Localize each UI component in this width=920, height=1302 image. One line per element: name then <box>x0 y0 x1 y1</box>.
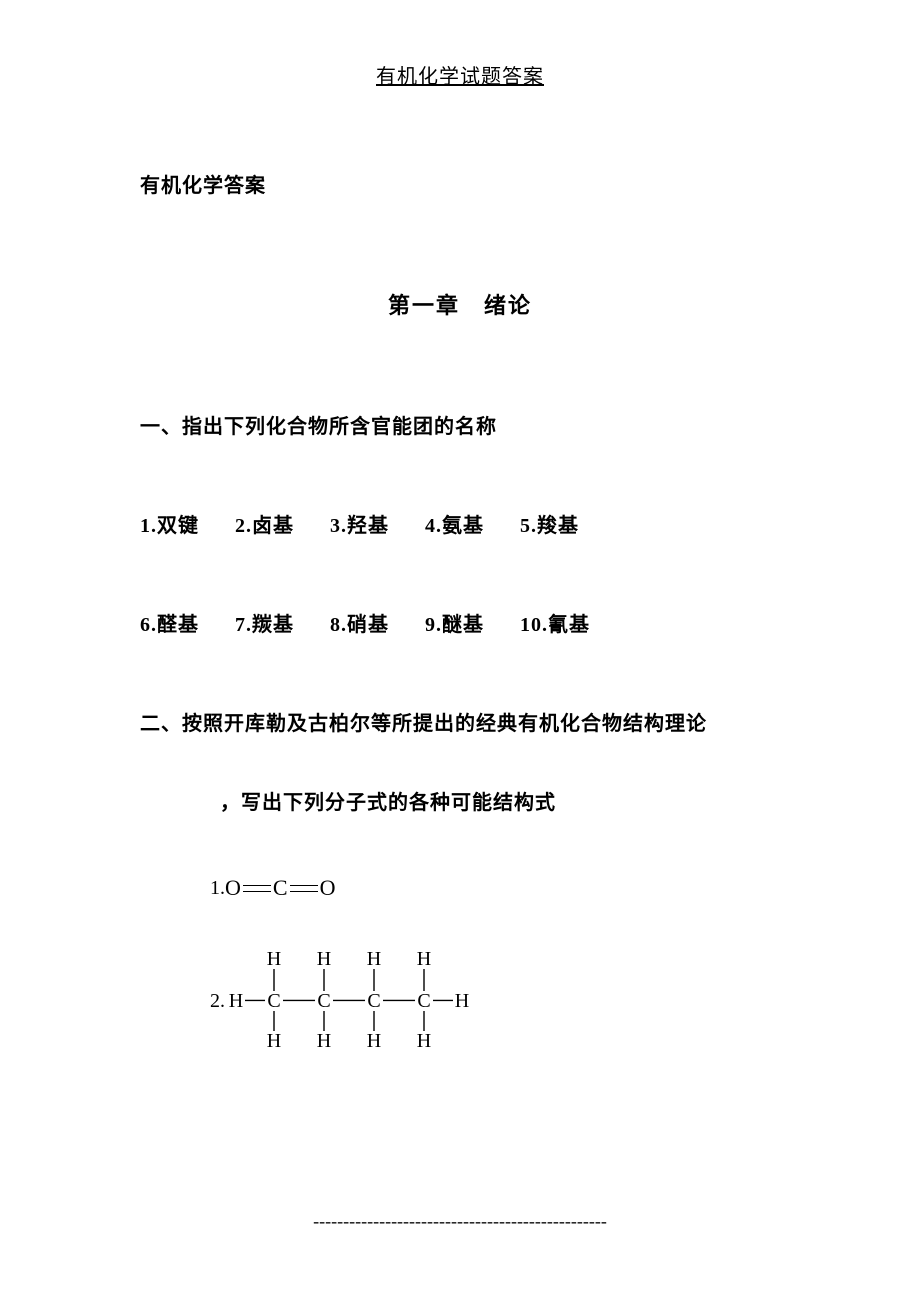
answer-item: 7.羰基 <box>235 608 294 637</box>
answer-item: 6.醛基 <box>140 608 199 637</box>
formula-butane: 2. HHHHHCCCCHHHHH <box>210 951 780 1051</box>
formula-number: 1. <box>210 877 225 900</box>
formula-co2: 1. O C O <box>210 875 780 901</box>
chapter-title: 第一章 绪论 <box>140 288 780 320</box>
answer-item: 5.羧基 <box>520 509 579 538</box>
svg-text:H: H <box>267 1030 281 1051</box>
answer-item: 8.硝基 <box>330 608 389 637</box>
answer-item: 10.氰基 <box>520 608 590 637</box>
svg-text:H: H <box>367 1030 381 1051</box>
svg-text:H: H <box>229 990 243 1012</box>
answer-row-1: 1.双键 2.卤基 3.羟基 4.氨基 5.羧基 <box>140 509 780 538</box>
svg-text:C: C <box>367 990 380 1012</box>
atom-o: O <box>225 875 241 901</box>
svg-text:H: H <box>417 951 431 970</box>
answer-item: 3.羟基 <box>330 509 389 538</box>
answer-item: 2.卤基 <box>235 509 294 538</box>
section-2-title: 二、按照开库勒及古柏尔等所提出的经典有机化合物结构理论 <box>140 707 780 736</box>
svg-text:C: C <box>417 990 430 1012</box>
svg-text:H: H <box>455 990 469 1012</box>
answer-item: 1.双键 <box>140 509 199 538</box>
svg-text:C: C <box>267 990 280 1012</box>
svg-text:H: H <box>267 951 281 970</box>
svg-text:H: H <box>317 951 331 970</box>
answer-item: 9.醚基 <box>425 608 484 637</box>
double-bond-icon <box>290 885 318 892</box>
section-1-title: 一、指出下列化合物所含官能团的名称 <box>140 410 780 439</box>
atom-c: C <box>273 875 288 901</box>
svg-text:C: C <box>317 990 330 1012</box>
section-2-subtitle: ，写出下列分子式的各种可能结构式 <box>220 786 780 815</box>
butane-structure-svg: HHHHHCCCCHHHHH <box>229 951 489 1051</box>
double-bond-icon <box>243 885 271 892</box>
page-header-title: 有机化学试题答案 <box>140 60 780 89</box>
svg-text:H: H <box>417 1030 431 1051</box>
answer-item: 4.氨基 <box>425 509 484 538</box>
atom-o: O <box>320 875 336 901</box>
svg-text:H: H <box>317 1030 331 1051</box>
formula-number: 2. <box>210 990 225 1013</box>
footer-dashes: ----------------------------------------… <box>0 1211 920 1232</box>
answer-row-2: 6.醛基 7.羰基 8.硝基 9.醚基 10.氰基 <box>140 608 780 637</box>
svg-text:H: H <box>367 951 381 970</box>
document-title: 有机化学答案 <box>140 169 780 198</box>
